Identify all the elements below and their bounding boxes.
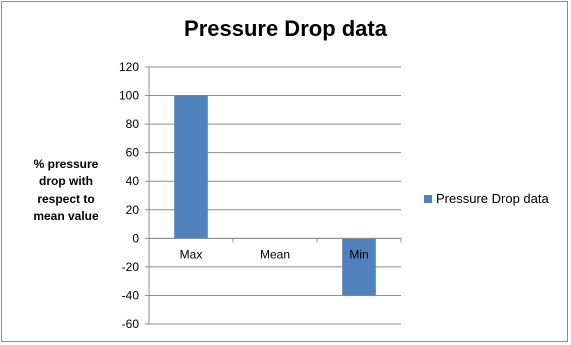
y-tick-label: 100: [119, 89, 139, 103]
y-tick-label: 20: [126, 203, 140, 217]
y-axis-label-line: mean value: [33, 209, 99, 224]
x-tick-label: Mean: [260, 247, 290, 261]
legend-swatch: [424, 194, 432, 203]
bar: [174, 95, 208, 239]
y-axis-label-line: respect to: [37, 191, 95, 206]
y-tick-label: 40: [126, 174, 140, 188]
x-tick-label: Max: [180, 247, 203, 261]
x-tick-label: Min: [349, 247, 368, 261]
chart-title: Pressure Drop data: [184, 16, 387, 41]
y-axis-label-line: % pressure: [33, 157, 99, 171]
bar: [342, 238, 376, 296]
y-tick-label: 60: [126, 146, 140, 160]
y-tick-label: -60: [122, 317, 140, 331]
y-tick-label: 120: [119, 60, 139, 74]
y-axis-label-line: drop with: [39, 174, 93, 189]
y-tick-label: 0: [132, 231, 139, 245]
y-tick-label: -20: [122, 260, 140, 274]
legend-label: Pressure Drop data: [436, 191, 549, 206]
y-tick-label: -40: [122, 288, 140, 302]
y-tick-label: 80: [126, 117, 140, 131]
legend: Pressure Drop data: [424, 191, 549, 206]
y-axis-label: % pressure drop with respect to mean val…: [20, 156, 112, 226]
